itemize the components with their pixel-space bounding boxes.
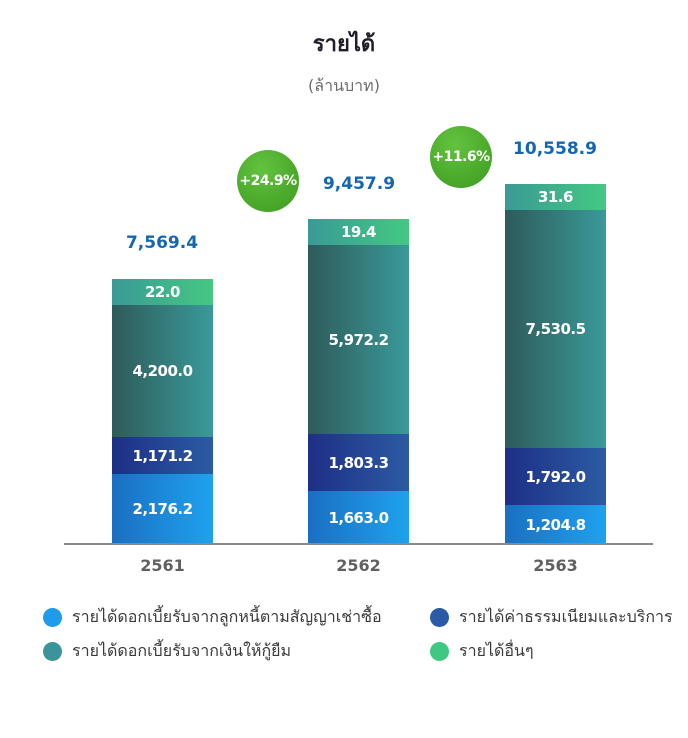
segment-leasing-2562: 1,663.0: [308, 491, 409, 544]
legend-item-fee: รายได้ค่าธรรมเนียมและบริการ: [430, 605, 673, 630]
legend-item-loan: รายได้ดอกเบี้ยรับจากเงินให้กู้ยืม: [43, 639, 291, 664]
x-label-2562: 2562: [336, 556, 381, 575]
legend-item-leasing: รายได้ดอกเบี้ยรับจากลูกหนี้ตามสัญญาเช่าซ…: [43, 605, 382, 630]
legend-label: รายได้ค่าธรรมเนียมและบริการ: [459, 607, 673, 626]
legend-dot-icon: [43, 642, 62, 661]
legend-dot-icon: [430, 608, 449, 627]
legend-item-other: รายได้อื่นๆ: [430, 639, 534, 664]
legend-label: รายได้อื่นๆ: [459, 641, 534, 660]
segment-other-2562: 19.4: [308, 219, 409, 245]
x-label-2561: 2561: [140, 556, 185, 575]
segment-loan-2561: 4,200.0: [112, 305, 213, 437]
legend-label: รายได้ดอกเบี้ยรับจากเงินให้กู้ยืม: [72, 641, 292, 660]
segment-leasing-2563: 1,204.8: [505, 505, 606, 544]
bar-2563: 1,204.8 1,792.0 7,530.5 31.6: [505, 184, 606, 544]
x-axis-line: [64, 543, 653, 545]
total-label-2561: 7,569.4: [125, 233, 199, 253]
chart-title: รายได้: [312, 32, 376, 57]
segment-loan-2563: 7,530.5: [505, 210, 606, 448]
segment-loan-2562: 5,972.2: [308, 245, 409, 434]
legend-dot-icon: [430, 642, 449, 661]
x-label-2563: 2563: [533, 556, 578, 575]
total-label-2563: 10,558.9: [513, 139, 597, 159]
chart-subtitle: (ล้านบาท): [308, 76, 380, 95]
legend-dot-icon: [43, 608, 62, 627]
segment-other-2563: 31.6: [505, 184, 606, 210]
bar-2561: 2,176.2 1,171.2 4,200.0 22.0: [112, 279, 213, 544]
growth-badge-2563: +11.6%: [430, 126, 492, 188]
segment-fee-2562: 1,803.3: [308, 434, 409, 491]
segment-fee-2561: 1,171.2: [112, 437, 213, 474]
total-label-2562: 9,457.9: [322, 174, 396, 194]
segment-fee-2563: 1,792.0: [505, 448, 606, 505]
bar-2562: 1,663.0 1,803.3 5,972.2 19.4: [308, 219, 409, 544]
growth-badge-2562: +24.9%: [237, 150, 299, 212]
segment-leasing-2561: 2,176.2: [112, 474, 213, 544]
segment-other-2561: 22.0: [112, 279, 213, 305]
legend-label: รายได้ดอกเบี้ยรับจากลูกหนี้ตามสัญญาเช่าซ…: [72, 607, 382, 626]
